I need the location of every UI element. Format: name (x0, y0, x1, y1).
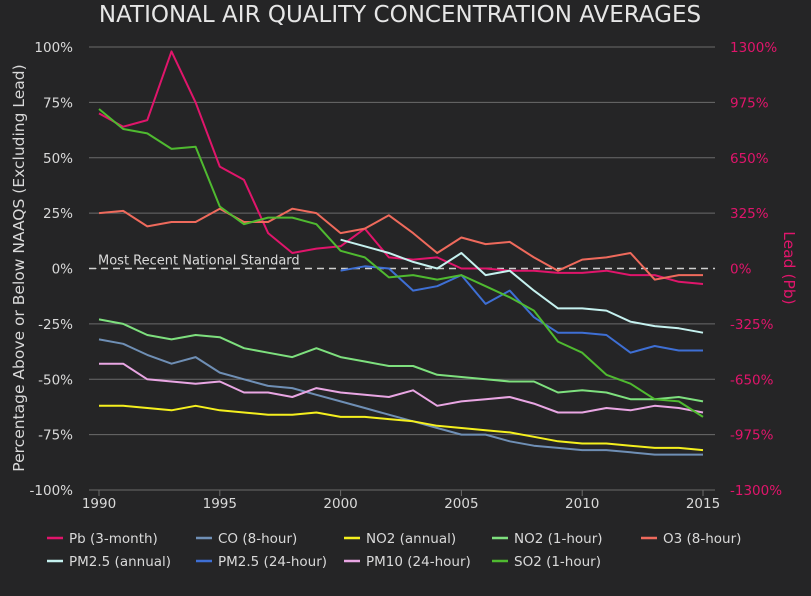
legend-label: Pb (3-month) (69, 531, 158, 547)
legend: Pb (3-month) CO (8-hour) NO2 (annual) NO2 (… (47, 531, 741, 570)
y-tick-label-left: -75% (38, 428, 73, 444)
legend-label: NO2 (1-hour) (514, 531, 603, 547)
y-tick-label-left: 0% (52, 262, 74, 278)
series-line-pm10-24-hour (99, 362, 704, 414)
x-tick-label: 2005 (444, 496, 478, 512)
legend-label: PM10 (24-hour) (366, 554, 471, 570)
legend-label: PM2.5 (annual) (69, 554, 171, 570)
y-tick-label-left: 25% (43, 206, 73, 222)
y-tick-label-right: 650% (730, 151, 769, 167)
y-tick-label-left: 50% (43, 151, 73, 167)
chart-title: NATIONAL AIR QUALITY CONCENTRATION AVERA… (99, 2, 701, 28)
y-axis-left: 100% 75% 50% 25% 0% -25% -50% -75% -100% (30, 40, 74, 499)
y-tick-label-right: 975% (730, 95, 769, 111)
y-tick-label-left: -50% (38, 372, 73, 388)
y-tick-label-right: -325% (730, 317, 774, 333)
y-tick-label-left: -25% (38, 317, 73, 333)
y-axis-right: 1300% 975% 650% 325% 0% -325% -650% -975% -1300% (730, 40, 782, 499)
series-line-pm2-5-annual (340, 238, 704, 334)
reference-line-label: Most Recent National Standard (98, 254, 300, 269)
legend-label: CO (8-hour) (218, 531, 297, 547)
x-tick-label: 1995 (203, 496, 237, 512)
y-tick-label-right: -1300% (730, 483, 782, 499)
x-tick-label: 2000 (323, 496, 357, 512)
x-tick-label: 1990 (82, 496, 116, 512)
series-line-o3-8-hour (98, 207, 703, 281)
y-tick-label-right: -975% (730, 428, 774, 444)
x-tick-label: 2010 (565, 496, 599, 512)
legend-label: SO2 (1-hour) (514, 554, 601, 570)
gridlines (89, 46, 715, 491)
series-lines (98, 50, 704, 456)
x-tick-label: 2015 (686, 496, 720, 512)
legend-label: NO2 (annual) (366, 531, 456, 547)
y-tick-label-right: 1300% (730, 40, 777, 56)
y-tick-label-right: 0% (730, 262, 752, 278)
y-tick-label-left: -100% (30, 483, 74, 499)
y-axis-label-left: Percentage Above or Below NAAQS (Excludi… (10, 64, 28, 471)
y-tick-label-left: 100% (34, 40, 73, 56)
legend-label: O3 (8-hour) (663, 531, 741, 547)
y-tick-label-left: 75% (43, 95, 73, 111)
series-line-co-8-hour (98, 338, 703, 456)
series-line-no2-1-hour (98, 318, 704, 403)
reference-line-group: Most Recent National Standard (89, 254, 715, 270)
y-axis-label-right: Lead (Pb) (780, 231, 798, 304)
series-line-pb-3-month (98, 50, 704, 285)
series-line-pm2-5-24-hour (340, 265, 703, 354)
y-tick-label-right: -650% (730, 372, 774, 388)
series-line-no2-annual (99, 404, 704, 452)
y-tick-label-right: 325% (730, 206, 769, 222)
series-line-so2-1-hour (98, 108, 704, 418)
x-axis: 1990 1995 2000 2005 2010 2015 (82, 490, 720, 512)
legend-label: PM2.5 (24-hour) (218, 554, 327, 570)
